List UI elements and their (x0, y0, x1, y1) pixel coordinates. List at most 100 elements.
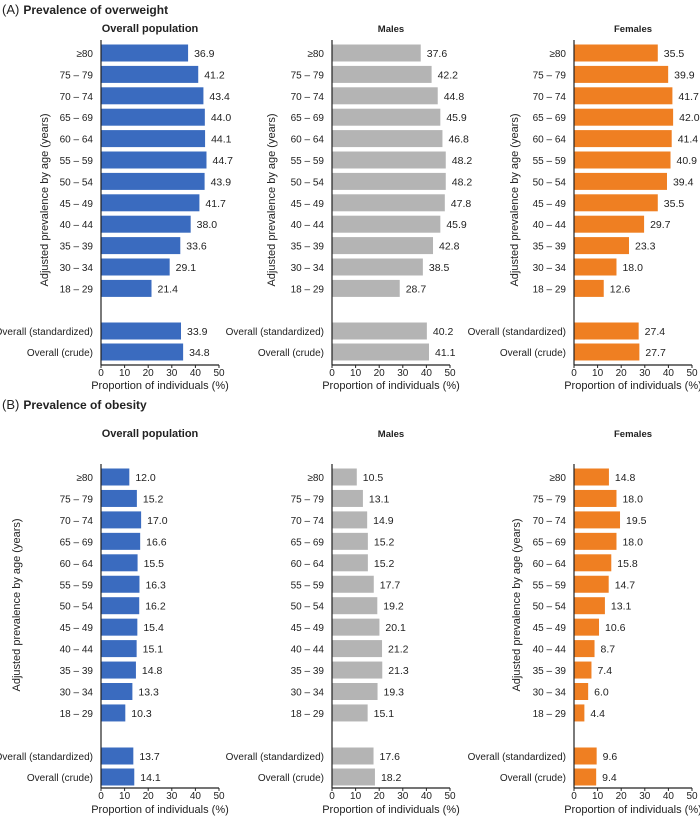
category-label: 65 – 69 (533, 113, 567, 124)
bar (101, 322, 182, 340)
category-label: Overall (standardized) (226, 327, 324, 338)
data-label: 20.1 (385, 622, 406, 634)
category-label: 45 – 49 (60, 623, 94, 634)
category-label: ≥80 (549, 473, 566, 484)
data-label: 16.6 (146, 536, 167, 548)
category-label: 30 – 34 (60, 263, 94, 274)
bar (574, 322, 639, 340)
bar (332, 768, 375, 786)
category-label: 75 – 79 (533, 494, 567, 505)
x-tick-label: 50 (213, 791, 225, 802)
data-label: 17.6 (380, 751, 401, 763)
data-label: 38.0 (197, 219, 218, 231)
x-axis-label: Proportion of individuals (%) (322, 380, 460, 392)
category-label: 65 – 69 (533, 537, 567, 548)
panel-title: Females (614, 429, 652, 440)
category-label: 55 – 59 (60, 580, 94, 591)
data-label: 41.4 (678, 134, 699, 146)
data-label: 15.2 (374, 536, 395, 548)
data-label: 34.8 (189, 347, 210, 359)
category-label: 75 – 79 (291, 70, 325, 81)
bar (332, 704, 368, 722)
panel-title: Females (614, 24, 652, 35)
category-label: Overall (crude) (258, 773, 324, 784)
category-label: 60 – 64 (533, 135, 567, 146)
x-tick-label: 0 (329, 791, 335, 802)
category-label: 35 – 39 (60, 242, 94, 253)
bar (101, 215, 191, 233)
data-label: 12.6 (610, 283, 631, 295)
category-label: 45 – 49 (533, 199, 567, 210)
bar (101, 279, 152, 297)
data-label: 13.1 (611, 601, 632, 613)
category-label: 50 – 54 (291, 602, 325, 613)
category-label: 45 – 49 (291, 199, 325, 210)
category-label: Overall (crude) (258, 348, 324, 359)
bar (574, 640, 595, 658)
category-label: 70 – 74 (60, 92, 94, 103)
category-label: 75 – 79 (60, 494, 94, 505)
data-label: 35.5 (664, 48, 685, 60)
x-tick-label: 20 (616, 791, 628, 802)
x-tick-label: 10 (119, 791, 131, 802)
data-label: 47.8 (451, 198, 472, 210)
data-label: 48.2 (452, 176, 473, 188)
category-label: 50 – 54 (60, 177, 94, 188)
bar (332, 108, 441, 126)
data-label: 43.4 (209, 91, 230, 103)
data-label: 14.9 (373, 515, 394, 527)
data-label: 14.7 (615, 579, 636, 591)
data-label: 13.7 (139, 751, 160, 763)
data-label: 15.1 (374, 708, 395, 720)
bar (574, 130, 672, 148)
data-label: 42.8 (439, 241, 460, 253)
x-tick-label: 0 (571, 368, 577, 379)
category-label: 18 – 29 (533, 284, 567, 295)
data-label: 44.8 (444, 91, 465, 103)
bar (574, 194, 658, 212)
category-label: 40 – 44 (533, 645, 567, 656)
data-label: 27.4 (645, 326, 666, 338)
bar (574, 511, 621, 529)
bar (332, 87, 438, 105)
x-axis-label: Proportion of individuals (%) (564, 380, 700, 392)
bar (574, 661, 592, 679)
panel-title: Males (378, 429, 404, 440)
category-label: 18 – 29 (291, 284, 325, 295)
section-a-title: (A) Prevalence of overweight (2, 2, 168, 17)
bar (101, 704, 126, 722)
chart-panel-5: Females Adjusted prevalence by age (years… (468, 429, 700, 816)
bar (332, 258, 423, 276)
x-tick-label: 40 (421, 368, 433, 379)
data-label: 41.7 (678, 91, 699, 103)
y-axis-label: Adjusted prevalence by age (years) (511, 518, 523, 691)
bar (574, 44, 658, 62)
data-label: 39.9 (674, 69, 695, 81)
data-label: 9.4 (602, 772, 617, 784)
bar (332, 343, 429, 361)
data-label: 42.2 (438, 69, 459, 81)
data-label: 27.7 (645, 347, 666, 359)
x-tick-label: 50 (444, 368, 456, 379)
bar (332, 279, 400, 297)
bar (574, 489, 617, 507)
data-label: 38.5 (429, 262, 450, 274)
category-label: 18 – 29 (60, 284, 94, 295)
data-label: 45.9 (446, 219, 467, 231)
panel-title: Overall population (102, 428, 199, 440)
panel-title: Males (378, 24, 404, 35)
bar (574, 618, 600, 636)
bar (101, 640, 137, 658)
bar (101, 618, 138, 636)
category-label: 30 – 34 (533, 688, 567, 699)
data-label: 41.7 (205, 198, 226, 210)
data-label: 44.1 (211, 134, 232, 146)
category-label: 40 – 44 (291, 645, 325, 656)
data-label: 4.4 (590, 708, 605, 720)
x-tick-label: 30 (166, 368, 178, 379)
data-label: 19.5 (626, 515, 647, 527)
data-label: 21.2 (388, 644, 409, 656)
category-label: 70 – 74 (533, 516, 567, 527)
x-tick-label: 30 (166, 791, 178, 802)
bar (101, 747, 134, 765)
